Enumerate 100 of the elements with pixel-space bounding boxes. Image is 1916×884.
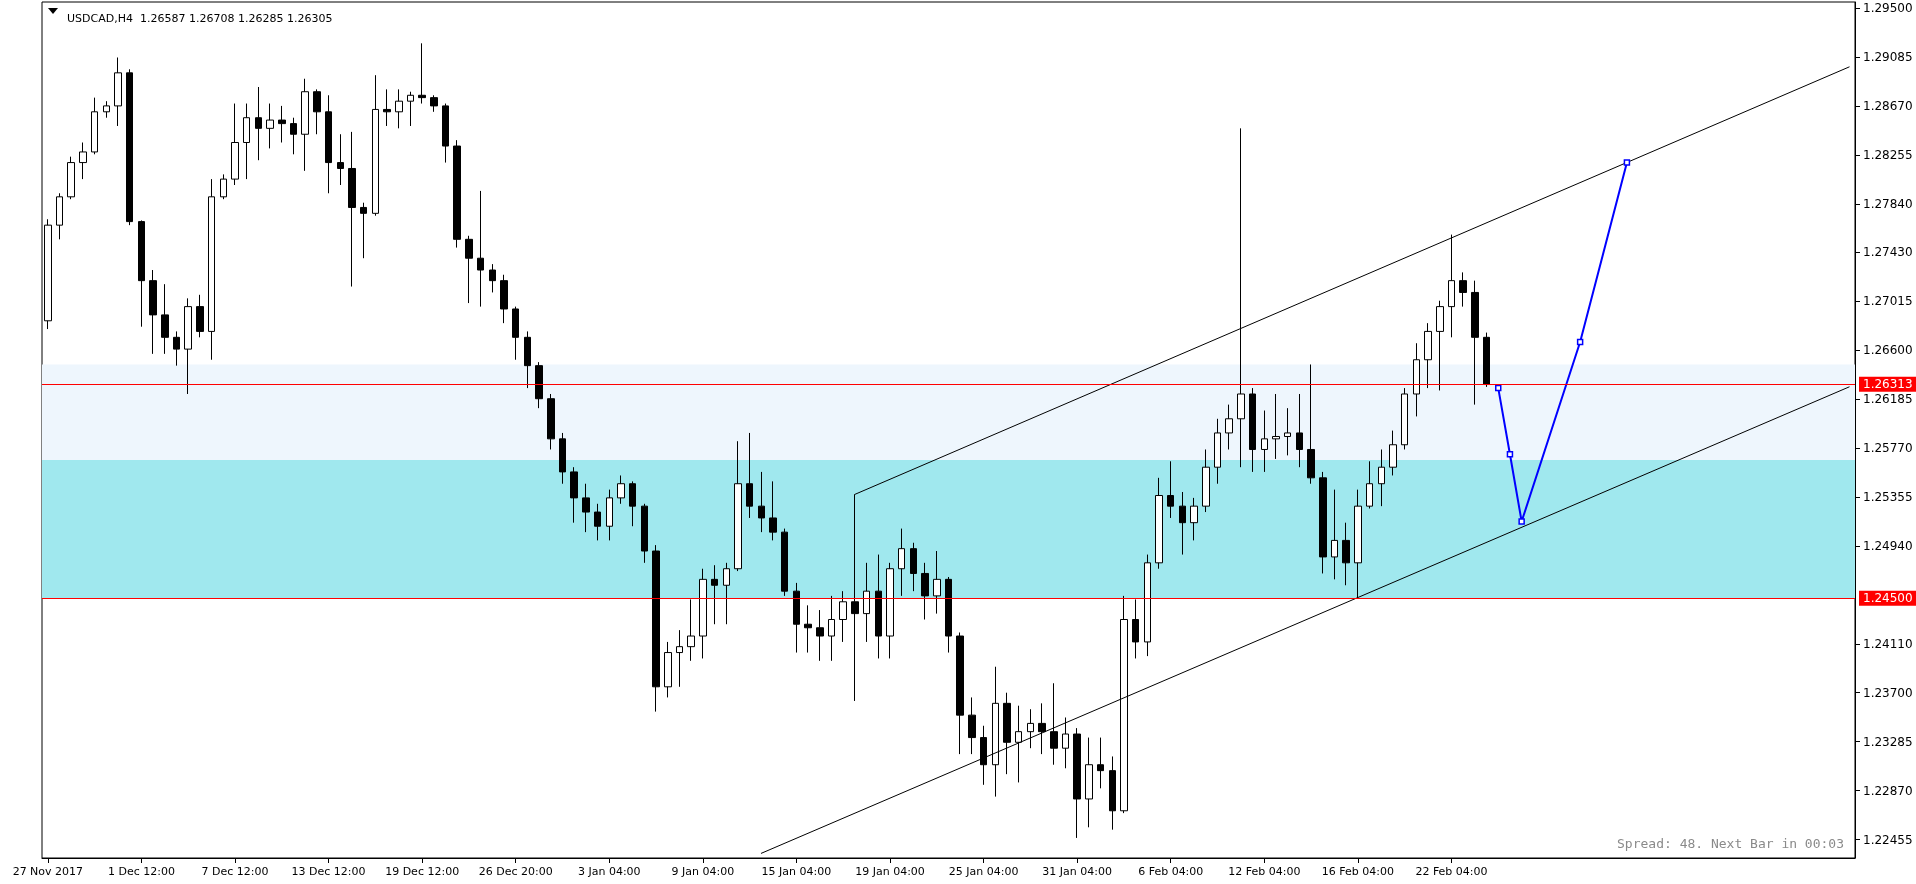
candlestick (1483, 332, 1490, 388)
candlestick (1132, 598, 1139, 659)
candlestick (430, 94, 438, 113)
candlestick (711, 564, 718, 625)
candlestick (56, 192, 63, 240)
y-tick-label: 1.24940 (1863, 539, 1913, 554)
candlestick (395, 88, 403, 129)
x-tick-label: 25 Jan 04:00 (948, 865, 1019, 878)
x-tick-label: 6 Feb 04:00 (1138, 865, 1204, 878)
candlestick (477, 190, 484, 308)
point (1506, 450, 1514, 458)
candlestick (1401, 387, 1408, 450)
candlestick (956, 631, 964, 755)
candlestick (898, 528, 905, 597)
y-tick-label: 1.28670 (1863, 98, 1913, 113)
annotation: Spread: 48. Next Bar in 00:03 (1617, 836, 1845, 851)
candlestick (980, 725, 987, 786)
candlestick (921, 562, 929, 620)
candlestick (372, 74, 379, 217)
candlestick (793, 582, 800, 654)
candlestick (1471, 280, 1479, 406)
y-tick-label: 1.23285 (1863, 734, 1913, 749)
y-tick-label: 1.22870 (1863, 783, 1913, 798)
candlestick (1015, 705, 1022, 783)
candlestick (184, 297, 192, 395)
candlestick (524, 330, 531, 389)
candlestick (114, 56, 122, 127)
candlestick (1003, 692, 1011, 775)
candlestick (910, 542, 917, 592)
candlestick (325, 94, 332, 194)
candlestick (208, 178, 215, 361)
candlestick (138, 219, 145, 328)
candlestick (126, 68, 133, 226)
x-tick-label: 19 Dec 12:00 (385, 865, 460, 878)
candlestick (582, 483, 590, 533)
ref-line-label: 1.26313 (1863, 377, 1913, 392)
candlestick (512, 306, 519, 361)
candlestick (266, 103, 274, 149)
candlestick (606, 489, 613, 541)
candlestick (1214, 418, 1221, 485)
candlestick (1448, 234, 1455, 338)
candlestick (933, 550, 941, 615)
candlestick (1120, 595, 1128, 814)
x-tick-label: 31 Jan 04:00 (1042, 865, 1112, 878)
y-tick-label: 1.22455 (1863, 832, 1913, 847)
candlestick (945, 576, 952, 654)
candlestick (968, 696, 976, 755)
candlestick (301, 78, 309, 172)
candlestick (1050, 682, 1058, 766)
candlestick (875, 554, 882, 659)
candlestick (1307, 363, 1315, 485)
candlestick (629, 480, 636, 527)
candlestick (1237, 127, 1245, 468)
candlestick (652, 544, 660, 713)
candlestick (453, 139, 461, 249)
y-tick-label: 1.29500 (1863, 0, 1913, 15)
candlestick (1389, 430, 1397, 476)
x-tick-label: 1 Dec 12:00 (107, 865, 175, 878)
candlestick (337, 133, 344, 186)
candlestick (617, 474, 625, 505)
candlestick (769, 480, 777, 541)
candlestick (1085, 737, 1093, 828)
candlestick (1366, 460, 1373, 510)
candlestick (746, 432, 753, 519)
candlestick (559, 432, 566, 485)
candlestick (1073, 727, 1081, 839)
candlestick (1284, 407, 1291, 456)
candlestick (161, 283, 169, 355)
y-tick-label: 1.23700 (1863, 685, 1913, 700)
candlestick (383, 88, 391, 127)
candlestick (348, 131, 356, 288)
candlestick (1109, 755, 1116, 831)
y-tick-label: 1.27840 (1863, 196, 1913, 211)
candlestick (173, 330, 180, 367)
candlestick (1413, 342, 1420, 417)
y-tick-label: 1.28255 (1863, 147, 1913, 162)
candlestick (1261, 410, 1268, 473)
candlestick (570, 466, 578, 524)
y-tick-label: 1.27430 (1863, 245, 1913, 260)
candlestick (1319, 471, 1327, 574)
candlestick (828, 595, 835, 662)
candlestick (1354, 489, 1362, 599)
candlestick (816, 609, 824, 662)
y-tick-label: 1.27015 (1863, 294, 1913, 309)
candlestick (758, 471, 765, 533)
candlestick (278, 105, 286, 143)
candlestick (79, 142, 87, 180)
candlestick (1179, 491, 1186, 556)
candlestick (992, 666, 999, 798)
candlestick (839, 590, 847, 643)
x-tick-label: 9 Jan 04:00 (671, 865, 735, 878)
candlestick (1459, 271, 1467, 308)
point (1623, 159, 1631, 166)
x-tick-label: 3 Jan 04:00 (577, 865, 641, 878)
y-tick-label: 1.24110 (1863, 637, 1913, 652)
candlestick (1202, 448, 1210, 513)
candlestick (149, 269, 157, 355)
candlestick (1167, 460, 1174, 519)
candlestick (231, 103, 239, 186)
candlestick (1097, 737, 1104, 789)
